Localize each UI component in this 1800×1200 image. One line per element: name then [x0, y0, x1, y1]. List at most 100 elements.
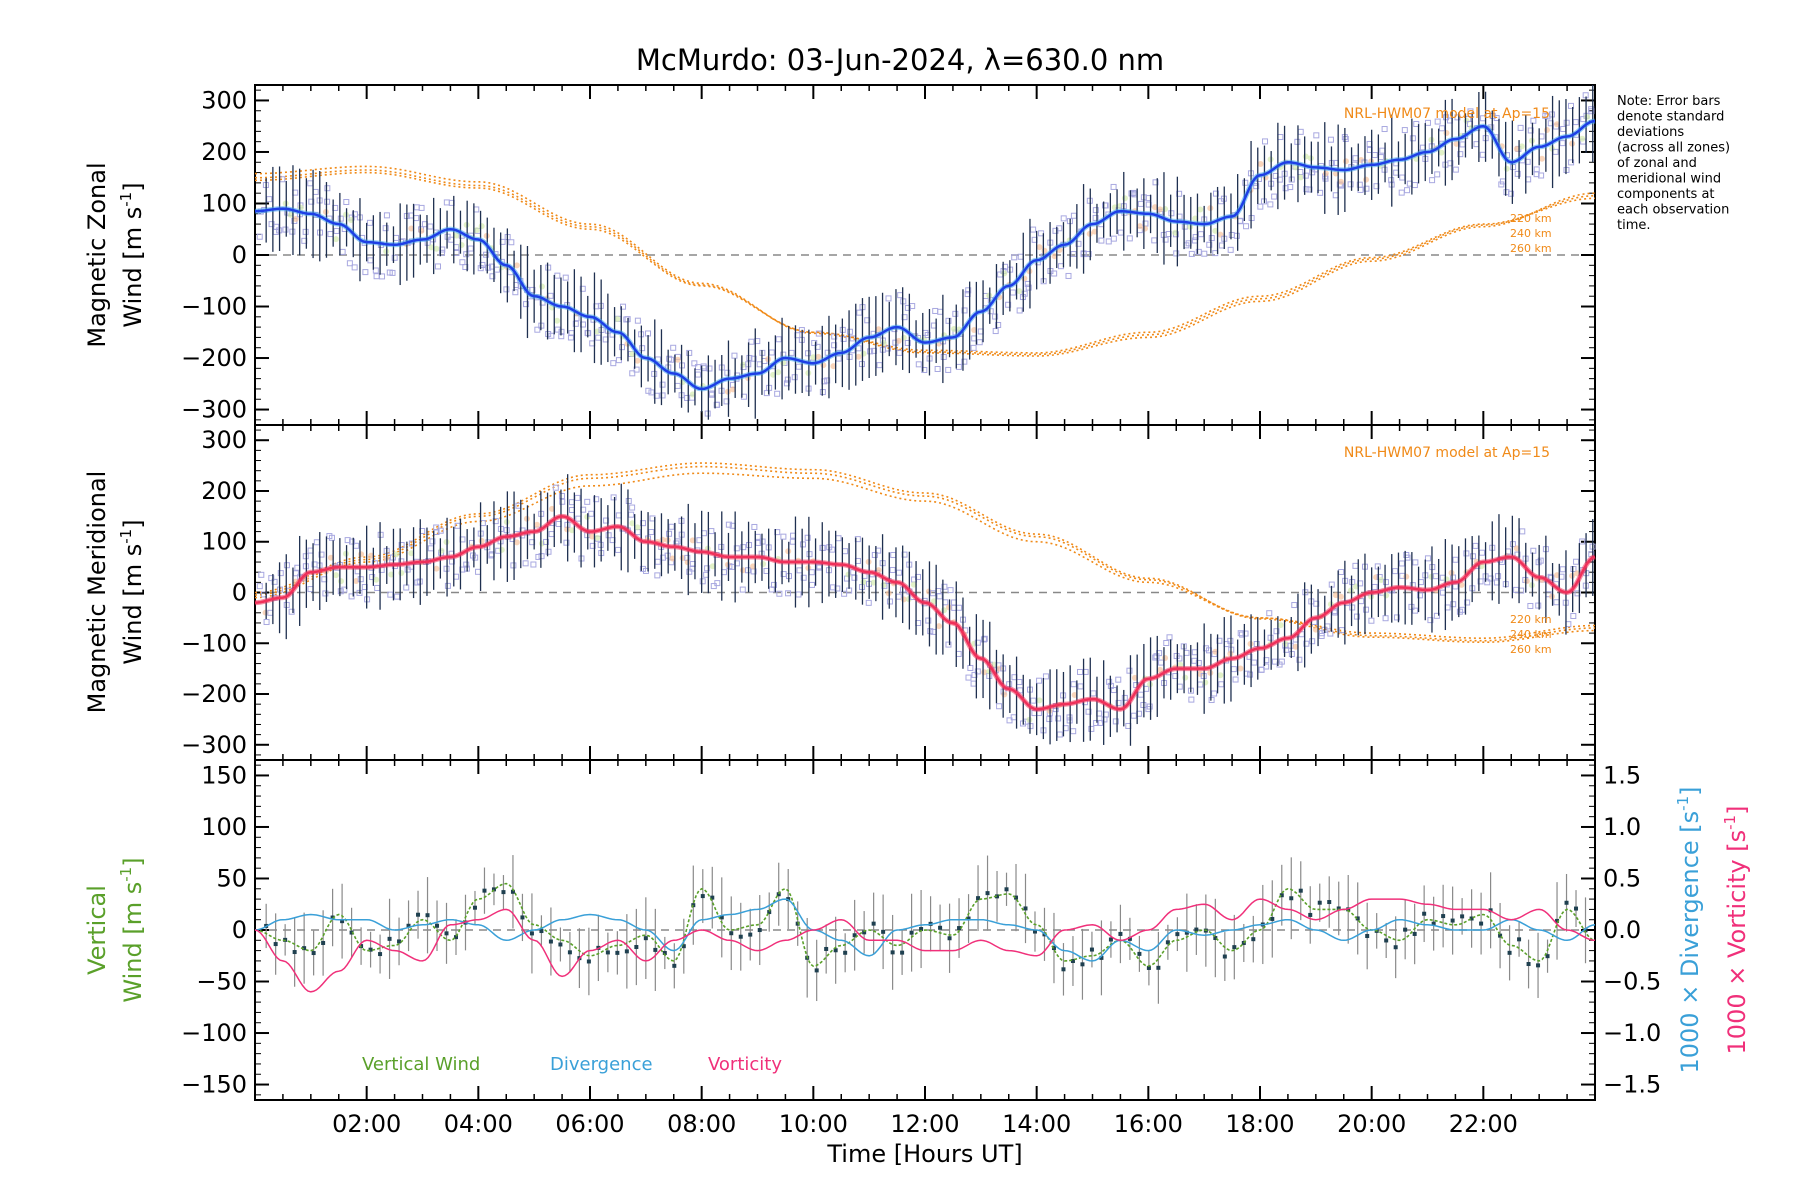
vertical-sample — [1070, 959, 1075, 964]
zone-sample — [1243, 223, 1250, 230]
zone-fuzz — [1513, 145, 1520, 152]
zone-sample — [593, 496, 600, 503]
zone-sample — [1070, 728, 1077, 735]
zone-sample — [346, 260, 353, 267]
zone-sample — [1352, 155, 1359, 162]
note-text: Note: Error bars denote standard deviation… — [1617, 94, 1730, 233]
zone-sample — [572, 320, 579, 327]
zone-sample — [1065, 272, 1072, 279]
zone-sample — [568, 499, 575, 506]
zone-sample — [372, 267, 379, 274]
vertical-sample — [643, 936, 648, 941]
vertical-sample — [852, 933, 857, 938]
zone-sample — [615, 512, 622, 519]
zone-sample — [670, 344, 677, 351]
zone-sample — [1058, 263, 1065, 270]
zone-fuzz — [629, 520, 636, 527]
vertical-sample — [833, 948, 838, 953]
vertical-sample — [1384, 938, 1389, 943]
vertical-sample — [862, 930, 867, 935]
vertical-sample — [1099, 955, 1104, 960]
zone-sample — [1338, 569, 1345, 576]
zone-sample — [1559, 140, 1566, 147]
vertical-sample — [1555, 918, 1560, 923]
zone-fuzz — [1453, 140, 1460, 147]
zone-fuzz — [1277, 622, 1284, 629]
zone-fuzz — [1292, 643, 1299, 650]
legend-divergence: Divergence — [550, 1054, 653, 1075]
zone-sample — [1110, 183, 1117, 190]
zone-sample — [981, 635, 988, 642]
zone-sample — [1303, 186, 1310, 193]
zone-sample — [805, 350, 812, 357]
zone-sample — [1378, 154, 1385, 161]
zone-sample — [1454, 114, 1461, 121]
zone-sample — [1253, 183, 1260, 190]
vertical-sample — [900, 950, 905, 955]
vertical-sample — [634, 945, 639, 950]
zone-sample — [1085, 708, 1092, 715]
vertical-sample — [539, 929, 544, 934]
zone-fuzz — [393, 551, 400, 558]
zone-sample — [619, 344, 626, 351]
zone-sample — [610, 494, 617, 501]
vertical-sample — [1317, 900, 1322, 905]
zone-sample — [1146, 703, 1153, 710]
vertical-sample — [1032, 929, 1037, 934]
vertical-sample — [814, 968, 819, 973]
y-tick-label: 0 — [232, 579, 247, 607]
zone-sample — [324, 185, 331, 192]
zone-sample — [1212, 190, 1219, 197]
zone-fuzz — [1131, 674, 1138, 681]
zone-sample — [1247, 671, 1254, 678]
zone-sample — [659, 392, 666, 399]
zone-sample — [1228, 231, 1235, 238]
zone-sample — [1452, 166, 1459, 173]
vertical-sample — [491, 887, 496, 892]
vertical-sample — [1308, 912, 1313, 917]
zone-fuzz — [332, 572, 339, 579]
vertical-sample — [292, 950, 297, 955]
zone-sample — [1379, 147, 1386, 154]
vertical-sample — [890, 950, 895, 955]
legend-vertical-wind: Vertical Wind — [362, 1054, 480, 1075]
zone-sample — [934, 365, 941, 372]
zone-sample — [307, 180, 314, 187]
zone-sample — [1313, 600, 1320, 607]
zone-fuzz — [1217, 672, 1224, 679]
zone-sample — [795, 363, 802, 370]
zone-sample — [1302, 172, 1309, 179]
vertical-sample — [738, 934, 743, 939]
zone-fuzz — [1121, 195, 1128, 202]
right-y-tick-label: 0.0 — [1603, 916, 1641, 944]
meridional-ylabel-line2: Wind [m s-1] — [117, 519, 147, 664]
zone-sample — [1450, 601, 1457, 608]
zone-sample — [1568, 159, 1575, 166]
right-y-tick-label: −1.0 — [1603, 1019, 1661, 1047]
zone-sample — [1066, 714, 1073, 721]
zone-sample — [1098, 237, 1105, 244]
zone-sample — [1303, 640, 1310, 647]
zone-sample — [1176, 683, 1183, 690]
zone-sample — [942, 599, 949, 606]
vorticity-line — [254, 898, 1596, 993]
vertical-sample — [1251, 937, 1256, 942]
zone-sample — [871, 551, 878, 558]
zone-fuzz — [810, 354, 817, 361]
zone-fuzz — [971, 326, 978, 333]
zone-sample — [885, 295, 892, 302]
zone-fuzz — [353, 578, 360, 585]
zone-fuzz — [1051, 253, 1058, 260]
zone-sample — [740, 544, 747, 551]
vertical-sample — [1460, 914, 1465, 919]
zone-sample — [1563, 119, 1570, 126]
zone-fuzz — [1217, 231, 1224, 238]
vertical-sample — [957, 926, 962, 931]
zone-sample — [605, 532, 612, 539]
zone-sample — [266, 196, 273, 203]
vertical-sample — [672, 963, 677, 968]
vertical-sample — [302, 946, 307, 951]
zone-sample — [1398, 560, 1405, 567]
zone-sample — [694, 371, 701, 378]
vertical-sample — [1507, 950, 1512, 955]
